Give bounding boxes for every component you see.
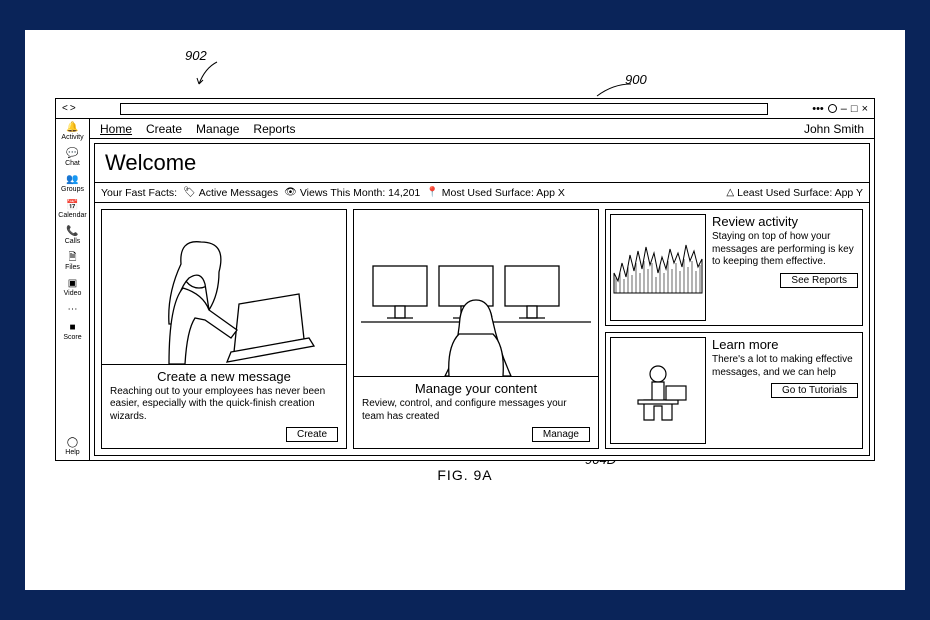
review-activity-title: Review activity [712, 214, 858, 229]
create-button[interactable]: Create [286, 427, 338, 442]
learn-more-body: There's a lot to making effective messag… [712, 354, 858, 379]
rail-chat-label: Chat [65, 160, 80, 167]
chat-icon: 💬 [66, 149, 78, 159]
create-message-illustration [102, 210, 346, 365]
square-icon: ■ [69, 323, 75, 333]
menu-create[interactable]: Create [146, 122, 182, 136]
manage-content-text: Manage your content Review, control, and… [354, 377, 598, 448]
profile-circle-icon[interactable] [828, 104, 837, 113]
create-message-title: Create a new message [110, 369, 338, 384]
fast-facts-bar: Your Fast Facts: 🏷Active Messages 👁Views… [95, 183, 869, 203]
create-message-text: Create a new message Reaching out to you… [102, 365, 346, 449]
rail-more[interactable]: ⋯ [68, 305, 78, 315]
rail-calls-label: Calls [65, 238, 81, 245]
rail-video-label: Video [64, 290, 82, 297]
left-rail: 🔔Activity 💬Chat 👥Groups 📅Calendar 📞Calls… [56, 119, 90, 460]
menu-reports[interactable]: Reports [253, 122, 295, 136]
rail-files-label: Files [65, 264, 80, 271]
rail-help[interactable]: ◯Help [65, 438, 79, 456]
files-icon: 🗎 [68, 253, 76, 263]
more-dots-icon: ⋯ [68, 305, 78, 315]
body-row: 🔔Activity 💬Chat 👥Groups 📅Calendar 📞Calls… [56, 119, 874, 460]
fact-most: 📍 Most Used Surface: App X [426, 187, 565, 199]
rail-calendar-label: Calendar [58, 212, 86, 219]
main-column: Home Create Manage Reports John Smith We… [90, 119, 874, 460]
eye-icon: 👁 [284, 187, 297, 198]
fact-least: △Least Used Surface: App Y [726, 187, 863, 199]
more-icon[interactable]: ••• [812, 103, 824, 115]
tag-icon: 🏷 [183, 187, 196, 198]
fact-active: 🏷Active Messages [183, 187, 278, 199]
bell-icon: 🔔 [66, 123, 78, 133]
go-to-tutorials-button[interactable]: Go to Tutorials [771, 383, 858, 398]
review-activity-card: Review activity Staying on top of how yo… [605, 209, 863, 326]
rail-chat[interactable]: 💬Chat [65, 149, 80, 167]
rail-calls[interactable]: 📞Calls [65, 227, 81, 245]
user-name[interactable]: John Smith [804, 122, 864, 136]
rail-calendar[interactable]: 📅Calendar [58, 201, 86, 219]
patent-figure-page: 902 900 904A 906 904B 904C 904D < > ••• … [25, 30, 905, 590]
learn-more-thumb [610, 337, 706, 444]
manage-button[interactable]: Manage [532, 427, 590, 442]
triangle-icon: △ [726, 187, 734, 198]
manage-content-body: Review, control, and configure messages … [362, 398, 590, 423]
right-card-column: Review activity Staying on top of how yo… [605, 209, 863, 449]
forward-icon[interactable]: > [70, 103, 76, 114]
rail-score-label: Score [63, 334, 81, 341]
figure-caption: FIG. 9A [55, 467, 875, 483]
minimize-icon[interactable]: – [841, 103, 847, 115]
manage-content-card: Manage your content Review, control, and… [353, 209, 599, 449]
learn-more-card: Learn more There's a lot to making effec… [605, 332, 863, 449]
window-controls: ••• – □ × [812, 103, 868, 115]
app-window: < > ••• – □ × 🔔Activity 💬Chat 👥Groups 📅C… [55, 98, 875, 461]
see-reports-button[interactable]: See Reports [780, 273, 858, 288]
welcome-heading: Welcome [95, 144, 869, 183]
activity-chart-thumb [610, 214, 706, 321]
review-activity-body: Staying on top of how your messages are … [712, 231, 858, 269]
review-activity-text: Review activity Staying on top of how yo… [712, 214, 858, 321]
rail-video[interactable]: ▣Video [64, 279, 82, 297]
close-icon[interactable]: × [862, 103, 868, 115]
menu-bar: Home Create Manage Reports John Smith [90, 119, 874, 139]
create-message-body: Reaching out to your employees has never… [110, 386, 338, 424]
maximize-icon[interactable]: □ [851, 103, 858, 115]
content-wrap: Welcome Your Fast Facts: 🏷Active Message… [94, 143, 870, 456]
rail-files[interactable]: 🗎Files [65, 253, 80, 271]
pin-icon: 📍 [426, 187, 438, 198]
address-bar[interactable] [120, 103, 769, 115]
rail-help-label: Help [65, 449, 79, 456]
fact-most-text: Most Used Surface: App X [442, 187, 565, 199]
rail-score[interactable]: ■Score [63, 323, 81, 341]
help-icon: ◯ [67, 438, 78, 448]
rail-activity-label: Activity [61, 134, 83, 141]
rail-groups[interactable]: 👥Groups [61, 175, 84, 193]
fact-views-text: Views This Month: 14,201 [300, 187, 420, 199]
rail-activity[interactable]: 🔔Activity [61, 123, 83, 141]
fact-least-text: Least Used Surface: App Y [737, 187, 863, 199]
title-bar: < > ••• – □ × [56, 99, 874, 119]
phone-icon: 📞 [66, 227, 78, 237]
menu-manage[interactable]: Manage [196, 122, 239, 136]
fact-active-text: Active Messages [199, 187, 278, 199]
learn-more-text: Learn more There's a lot to making effec… [712, 337, 858, 444]
learn-more-title: Learn more [712, 337, 858, 352]
back-icon[interactable]: < [62, 103, 68, 114]
ref-902-arrow [195, 60, 225, 90]
cards-area: Create a new message Reaching out to you… [95, 203, 869, 455]
video-icon: ▣ [68, 279, 77, 289]
rail-groups-label: Groups [61, 186, 84, 193]
calendar-icon: 📅 [66, 201, 78, 211]
nav-arrows: < > [62, 103, 76, 114]
facts-label: Your Fast Facts: [101, 187, 177, 199]
fact-views: 👁Views This Month: 14,201 [284, 187, 420, 199]
create-message-card: Create a new message Reaching out to you… [101, 209, 347, 449]
manage-content-illustration [354, 210, 598, 377]
menu-home[interactable]: Home [100, 122, 132, 136]
manage-content-title: Manage your content [362, 381, 590, 396]
groups-icon: 👥 [66, 175, 78, 185]
